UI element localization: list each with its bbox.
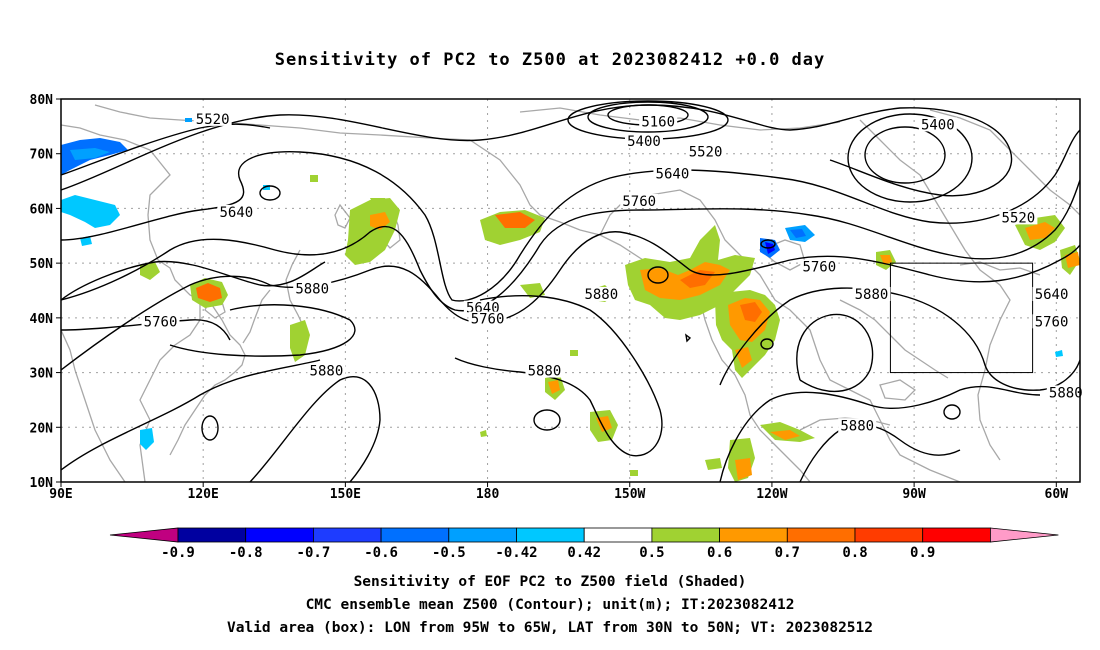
lat-tick-label: 30N <box>30 367 54 382</box>
colorbar-label: -0.5 <box>432 545 466 561</box>
colorbar-min-arrow <box>109 527 179 543</box>
contour-label: 5520 <box>689 145 723 161</box>
colorbar-label: 0.6 <box>707 545 732 561</box>
contour-label-bg <box>468 311 507 326</box>
contour-label: 5400 <box>627 134 661 150</box>
contour-label: 5760 <box>144 314 178 330</box>
lon-tick-label: 90E <box>49 487 72 502</box>
contour-label-bg <box>193 111 232 126</box>
colorbar-swatch <box>312 527 382 543</box>
axis-labels: 90E 120E 150E 180 150W 120W 90W 60W 80N 70N 60N 50N… <box>30 93 1069 502</box>
contour-label: 5760 <box>622 194 656 210</box>
colorbar-label: 0.7 <box>775 545 800 561</box>
contour-label-bg <box>918 117 957 132</box>
lon-tick-label: 120W <box>756 487 787 502</box>
caption-line-1: Sensitivity of EOF PC2 to Z500 field (Sh… <box>353 574 747 590</box>
colorbar-swatch <box>854 527 924 543</box>
lon-tick-label: 180 <box>476 487 500 502</box>
contour-label: 5880 <box>528 364 562 380</box>
lon-tick-label: 120E <box>188 487 219 502</box>
lon-tick-label: 90W <box>902 487 926 502</box>
colorbar-label: -0.7 <box>297 545 331 561</box>
contour-label: 5640 <box>1035 287 1069 303</box>
colorbar-swatch <box>448 527 517 543</box>
colorbar: -0.9 -0.8 -0.7 -0.6 -0.5 -0.42 0.42 0.5 0.6 0.7 0.… <box>109 527 1059 561</box>
colorbar-label: 0.8 <box>842 545 867 561</box>
chart-title: Sensitivity of PC2 to Z500 at 2023082412… <box>274 50 826 70</box>
contour-label-bg <box>686 144 725 159</box>
contour-label-bg <box>1032 314 1071 329</box>
lat-tick-label: 80N <box>30 93 54 108</box>
contour-label: 5520 <box>196 112 230 128</box>
colorbar-label: -0.9 <box>161 545 195 561</box>
colorbar-swatch <box>245 527 314 543</box>
lat-tick-label: 70N <box>30 148 54 163</box>
caption-line-3: Valid area (box): LON from 95W to 65W, L… <box>226 620 873 636</box>
contour-label-bg <box>525 363 564 378</box>
colorbar-swatch <box>516 527 585 543</box>
contour-label: 5880 <box>295 282 329 298</box>
contour-label: 5880 <box>1049 385 1083 401</box>
caption-line-2: CMC ensemble mean Z500 (Contour); unit(m… <box>305 597 795 613</box>
colorbar-swatch <box>177 527 247 543</box>
contour-label: 5520 <box>1002 210 1036 226</box>
contour-label: 5640 <box>656 167 690 183</box>
contour-label-bg <box>838 418 877 433</box>
contour-label: 5760 <box>802 260 836 276</box>
sensitivity-shading <box>61 118 1080 482</box>
contour-label-bg <box>624 133 663 148</box>
contour-label-bg <box>999 210 1038 225</box>
lon-tick-label: 150E <box>330 487 361 502</box>
contour-label-bg <box>1046 385 1085 400</box>
contour-label-bg <box>293 281 332 296</box>
plot-frame <box>60 98 1081 483</box>
contour-label-bg <box>639 114 678 129</box>
contour-label: 5880 <box>584 287 618 303</box>
contour-label-bg <box>852 286 891 301</box>
lat-tick-label: 20N <box>30 421 54 436</box>
lat-tick-label: 60N <box>30 202 54 217</box>
colorbar-swatch <box>786 527 856 543</box>
colorbar-label: -0.8 <box>229 545 263 561</box>
contour-label-bg <box>1032 286 1071 301</box>
lat-tick-label: 40N <box>30 312 54 327</box>
colorbar-label: -0.6 <box>364 545 398 561</box>
contour-label: 5640 <box>220 205 254 221</box>
contour-label: 5760 <box>1035 314 1069 330</box>
colorbar-label: 0.5 <box>639 545 664 561</box>
contour-label-bg <box>307 363 346 378</box>
colorbar-swatch <box>922 527 991 543</box>
contour-label: 5760 <box>471 312 505 328</box>
contour-label: 5880 <box>840 418 874 434</box>
lat-tick-label: 10N <box>30 476 54 491</box>
contour-label: 5400 <box>921 117 955 133</box>
contour-label-bg <box>800 259 839 274</box>
contour-label-bg <box>653 166 692 181</box>
colorbar-swatch <box>719 527 788 543</box>
lat-tick-label: 50N <box>30 257 54 272</box>
contour-label: 5880 <box>855 287 889 303</box>
colorbar-label: -0.42 <box>495 545 537 561</box>
contour-label-bg <box>217 204 256 219</box>
colorbar-swatch <box>583 527 653 543</box>
colorbar-max-arrow <box>990 527 1059 543</box>
valid-area-box <box>889 262 1034 374</box>
lon-tick-label: 150W <box>614 487 645 502</box>
colorbar-swatch <box>380 527 450 543</box>
contour-label: 5880 <box>310 364 344 380</box>
lon-tick-label: 60W <box>1045 487 1069 502</box>
contour-label-bg <box>463 300 502 315</box>
z500-contours <box>61 100 1080 482</box>
colorbar-label: 0.42 <box>567 545 601 561</box>
contour-label-bg <box>141 314 180 329</box>
contour-label-bg <box>620 193 659 208</box>
contour-label: 5160 <box>641 115 675 131</box>
colorbar-label: 0.9 <box>910 545 935 561</box>
contour-label-bg <box>582 286 621 301</box>
colorbar-swatch <box>651 527 721 543</box>
